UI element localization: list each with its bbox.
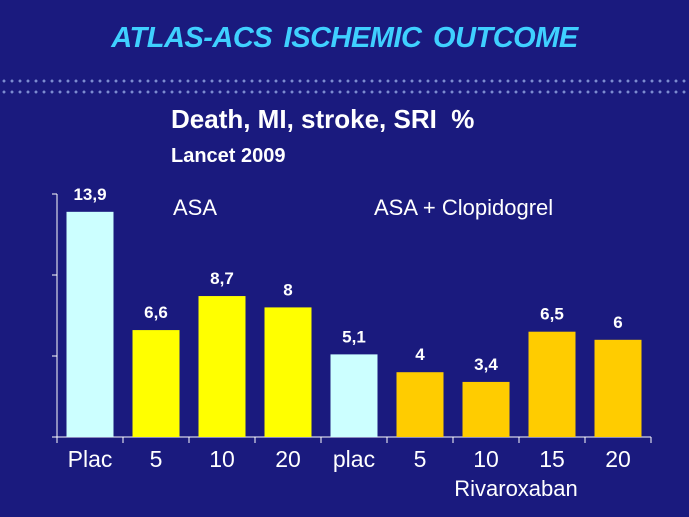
data-label: 6,6: [144, 303, 168, 322]
x-tick-label: 5: [414, 446, 427, 472]
chart-labels: 13,9 Plac 6,6 5 8,7 10 8 20 5,1 plac 4 5 3,4 10 6,5 15 6…: [68, 185, 631, 501]
x-tick-label: 5: [150, 446, 163, 472]
data-label: 5,1: [342, 327, 366, 346]
source-citation: Lancet 2009: [171, 145, 286, 167]
data-label: 6: [613, 313, 622, 332]
data-label: 8,7: [210, 269, 234, 288]
x-group-label: Rivaroxaban: [454, 476, 578, 501]
data-label: 8: [283, 280, 292, 299]
data-label: 13,9: [73, 185, 106, 204]
bar: [132, 330, 180, 437]
bar: [528, 331, 576, 437]
bar: [330, 354, 378, 437]
x-tick-label: 20: [275, 446, 301, 472]
chart-subtitle: Death, MI, stroke, SRI %: [171, 104, 475, 134]
data-label: 4: [415, 345, 425, 364]
data-label: 3,4: [474, 355, 498, 374]
bar: [198, 296, 246, 437]
dotted-divider-bottom: [0, 90, 689, 94]
bar: [66, 211, 114, 437]
x-tick-label: 20: [605, 446, 631, 472]
x-tick-label: Plac: [68, 446, 113, 472]
bar: [264, 307, 312, 437]
bar: [396, 372, 444, 437]
bar: [462, 381, 510, 437]
x-tick-label: plac: [333, 446, 375, 472]
chart-bars: [66, 211, 642, 437]
bar: [594, 339, 642, 437]
data-label: 6,5: [540, 305, 564, 324]
group-label-asa: ASA: [173, 195, 217, 220]
dotted-divider-top: [0, 79, 689, 83]
x-tick-label: 10: [473, 446, 499, 472]
group-label-asa-clopidogrel: ASA + Clopidogrel: [374, 195, 553, 220]
x-tick-label: 15: [539, 446, 565, 472]
slide-title: ATLAS-ACS ISCHEMIC OUTCOME: [111, 22, 578, 54]
x-tick-label: 10: [209, 446, 235, 472]
